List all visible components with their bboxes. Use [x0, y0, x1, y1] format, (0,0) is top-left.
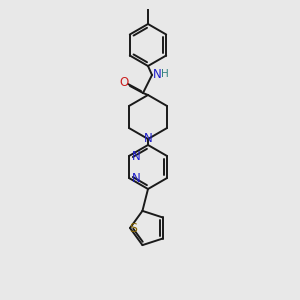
Text: N: N	[132, 149, 141, 163]
Text: N: N	[144, 133, 152, 146]
Text: N: N	[132, 172, 141, 184]
Text: N: N	[153, 68, 162, 80]
Text: S: S	[129, 221, 137, 235]
Text: O: O	[119, 76, 129, 89]
Text: H: H	[161, 69, 169, 79]
